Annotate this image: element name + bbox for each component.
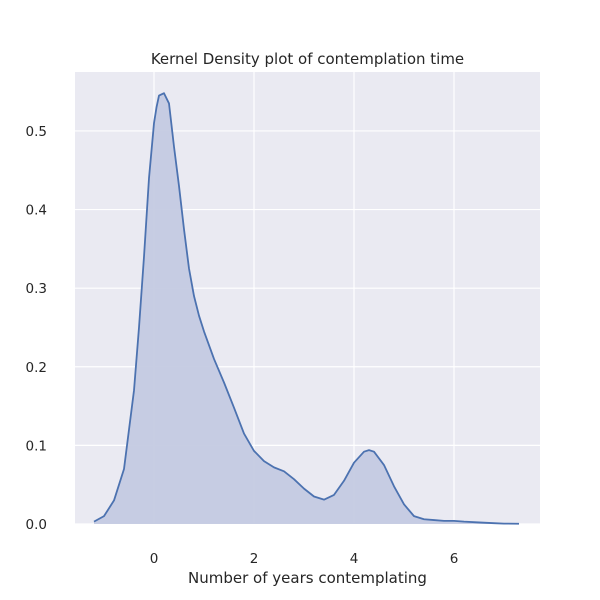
x-tick-label: 4 bbox=[350, 551, 359, 567]
y-tick-label: 0.2 bbox=[26, 360, 47, 376]
y-tick-label: 0.0 bbox=[26, 517, 47, 533]
x-tick-label: 0 bbox=[150, 551, 159, 567]
density-line bbox=[93, 92, 520, 525]
y-tick-label: 0.3 bbox=[26, 281, 47, 297]
x-tick-labels: 0 2 4 6 bbox=[150, 551, 459, 567]
density-area bbox=[94, 93, 519, 524]
x-axis-label: Number of years contemplating bbox=[188, 569, 427, 587]
density-area-group bbox=[93, 92, 520, 525]
y-tick-labels: 0.0 0.1 0.2 0.3 0.4 0.5 bbox=[26, 124, 47, 533]
x-tick-label: 2 bbox=[250, 551, 259, 567]
x-tick-label: 6 bbox=[450, 551, 459, 567]
y-tick-label: 0.4 bbox=[26, 203, 47, 219]
y-tick-label: 0.1 bbox=[26, 438, 47, 454]
chart-title: Kernel Density plot of contemplation tim… bbox=[151, 50, 464, 68]
y-tick-label: 0.5 bbox=[26, 124, 47, 140]
